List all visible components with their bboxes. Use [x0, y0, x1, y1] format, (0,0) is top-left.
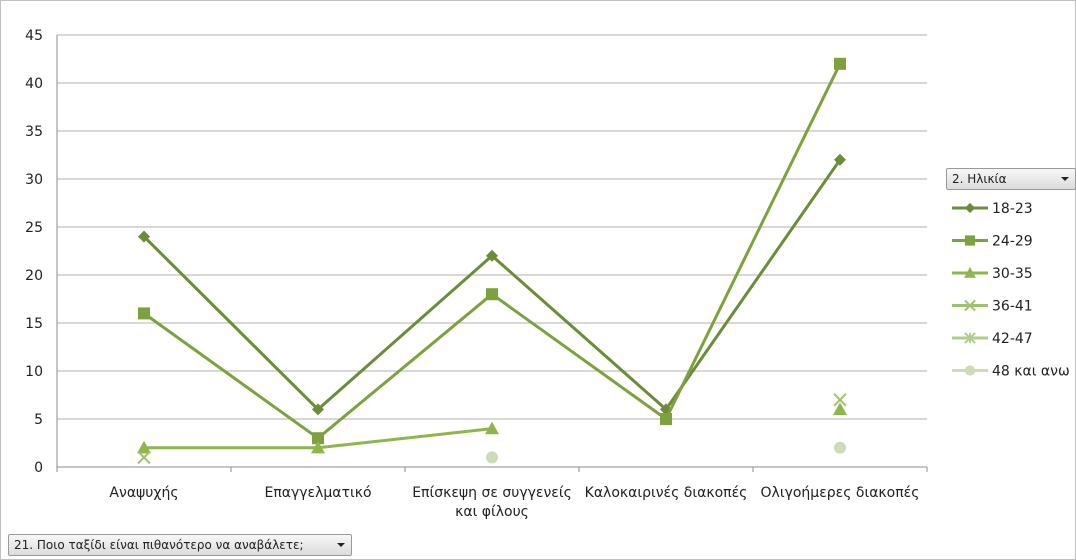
data-point-marker [311, 440, 325, 454]
x-category-label: Ολιγοήμερες διακοπές [761, 485, 920, 501]
y-tick-label: 0 [34, 460, 43, 476]
legend-label: 18-23 [992, 201, 1033, 217]
x-category-label: Καλοκαιρινές διακοπές [585, 485, 748, 501]
data-point-marker [834, 57, 846, 70]
data-point-marker [833, 393, 847, 407]
legend-item: 30-35 [952, 266, 1033, 282]
series-48-και-ανω [486, 441, 846, 464]
data-point-marker [485, 421, 499, 435]
legend-marker [964, 332, 976, 344]
data-point-marker [137, 450, 151, 465]
legend-marker [964, 365, 976, 376]
series-line-segment [316, 254, 494, 411]
series-line-segment [664, 158, 842, 411]
category-filter-label: 21. Ποιο ταξίδι είναι πιθανότερο να αναβ… [14, 538, 304, 552]
y-tick-label: 25 [25, 220, 43, 236]
x-category-label: Επίσκεψη σε συγγενείς και φίλους [412, 485, 572, 520]
series-filter-dropdown[interactable]: 2. Ηλικία [946, 168, 1076, 190]
series-line-segment [490, 292, 668, 421]
legend-item: 42-47 [952, 331, 1033, 347]
legend-marker [964, 235, 976, 246]
y-tick-label: 40 [25, 76, 43, 92]
series-36-41 [137, 393, 847, 465]
data-point-marker [486, 288, 498, 301]
chevron-down-icon [1061, 177, 1069, 181]
series-24-29 [138, 57, 846, 445]
legend-label: 36-41 [992, 299, 1033, 315]
data-point-marker [138, 307, 150, 320]
axes: 0 5 10 15 20 25 30 35 40 45 Αναψυχής Επαγγελματικό Ε… [25, 28, 928, 520]
data-point-marker [138, 230, 150, 243]
x-category-label: Επαγγελματικό [264, 485, 371, 501]
series-line-segment [142, 235, 320, 411]
y-tick-label: 5 [34, 412, 43, 428]
x-category-label: Αναψυχής [109, 485, 178, 501]
legend-label: 42-47 [992, 331, 1033, 347]
legend-marker [964, 267, 976, 278]
y-tick-label: 30 [25, 172, 43, 188]
series-line-segment [142, 311, 320, 440]
legend-label: 30-35 [992, 266, 1033, 282]
data-point-marker [833, 402, 847, 415]
legend-item: 36-41 [952, 299, 1033, 315]
legend: 18-23 24-29 30-35 36-41 42-47 48 και ανω [952, 201, 1070, 380]
data-point-marker [312, 403, 324, 416]
y-tick-label: 15 [25, 316, 43, 332]
data-point-marker [834, 441, 846, 454]
y-tick-label: 20 [25, 268, 43, 284]
series-line-segment [490, 254, 668, 411]
data-point-marker [137, 440, 151, 454]
series-18-23 [138, 153, 846, 416]
legend-marker [964, 299, 976, 312]
legend-label: 24-29 [992, 234, 1033, 250]
series-line-segment [316, 292, 494, 440]
data-point-marker [486, 249, 498, 262]
gridlines [57, 34, 927, 420]
y-tick-label: 35 [25, 124, 43, 140]
legend-marker [964, 202, 976, 214]
data-point-marker [312, 432, 324, 445]
series-line-segment [664, 62, 842, 421]
legend-item: 18-23 [952, 201, 1033, 217]
series-filter-label: 2. Ηλικία [952, 172, 1007, 186]
data-point-marker [486, 451, 498, 464]
series-group [137, 57, 847, 465]
series-line-segment [316, 427, 494, 450]
data-point-marker [660, 413, 672, 425]
legend-label: 48 και ανω [992, 364, 1070, 380]
y-tick-label: 10 [25, 364, 43, 380]
series-30-35 [137, 402, 847, 454]
y-tick-label: 45 [25, 28, 43, 44]
category-filter-dropdown[interactable]: 21. Ποιο ταξίδι είναι πιθανότερο να αναβ… [8, 534, 352, 556]
data-point-marker [834, 153, 846, 166]
chevron-down-icon [337, 543, 345, 547]
legend-item: 24-29 [952, 234, 1033, 250]
legend-item: 48 και ανω [952, 364, 1070, 380]
